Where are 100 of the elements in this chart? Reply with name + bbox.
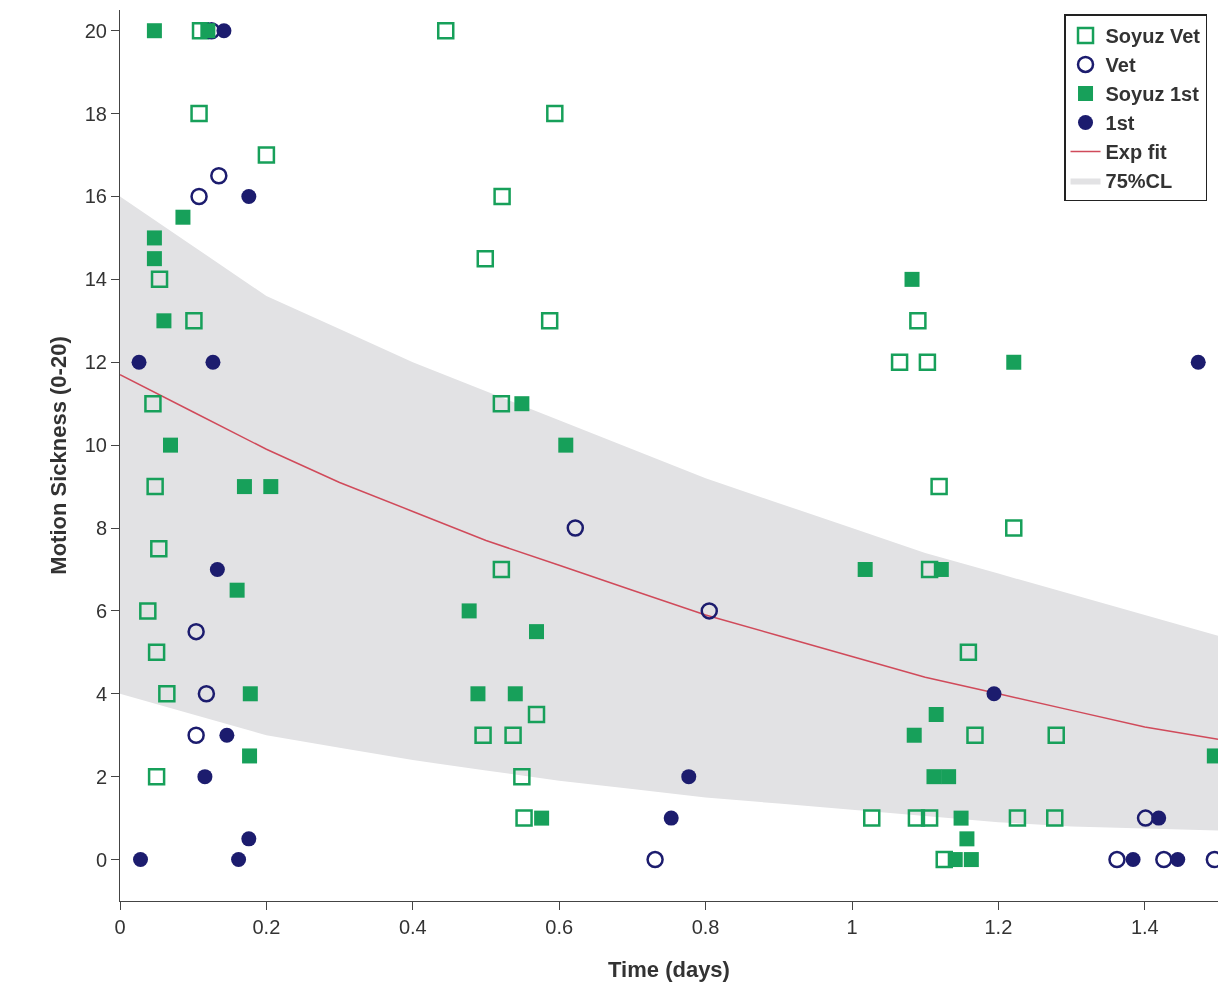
point: [158, 685, 176, 703]
point: [436, 21, 455, 40]
point: [920, 809, 939, 827]
point: [959, 831, 975, 847]
point: [935, 850, 953, 869]
y-tick-label: 8: [95, 517, 107, 540]
point: [863, 809, 881, 827]
point: [546, 104, 564, 123]
point: [229, 582, 245, 598]
point: [139, 602, 157, 620]
point: [1190, 354, 1206, 370]
line-series: [120, 373, 1218, 741]
point: [909, 312, 927, 330]
point: [156, 313, 172, 329]
point: [963, 852, 979, 868]
x-axis-title: Time (days): [608, 957, 730, 982]
point: [1008, 809, 1027, 827]
point: [187, 622, 205, 641]
point: [959, 643, 978, 662]
point: [534, 810, 550, 826]
point: [663, 810, 679, 826]
y-tick-label: 20: [84, 19, 107, 42]
point: [933, 561, 949, 577]
point: [474, 726, 492, 744]
point: [146, 230, 162, 246]
point: [231, 852, 247, 868]
point: [930, 477, 948, 496]
point: [236, 479, 252, 495]
point: [507, 686, 523, 702]
point: [681, 769, 697, 785]
y-tick-label: 12: [84, 351, 107, 374]
point: [200, 23, 216, 39]
point: [150, 270, 169, 289]
point: [857, 561, 873, 577]
point: [646, 850, 664, 869]
x-tick-label: 0: [114, 916, 126, 938]
point: [476, 249, 495, 268]
x-tick-label: 0.8: [691, 916, 720, 938]
point: [190, 187, 208, 206]
point: [133, 852, 148, 868]
point: [163, 437, 179, 453]
point: [700, 602, 719, 620]
point: [205, 354, 221, 370]
point: [918, 353, 937, 372]
point: [263, 479, 279, 495]
point: [185, 312, 203, 330]
y-tick-label: 2: [95, 765, 107, 788]
x-tick-label: 0.6: [545, 916, 574, 938]
point: [947, 852, 963, 868]
legend-label: Soyuz 1st: [1105, 83, 1200, 106]
legend-label: 1st: [1105, 112, 1135, 135]
y-axis-title: Motion Sickness (0-20): [46, 336, 71, 575]
point: [257, 146, 276, 164]
point: [514, 396, 530, 412]
y-tick-label: 16: [84, 185, 107, 208]
point: [1170, 852, 1186, 868]
point: [1006, 354, 1022, 370]
point: [1136, 809, 1155, 827]
x-tick-label: 0.4: [398, 916, 427, 938]
point: [904, 271, 920, 287]
x-tick-label: 1: [846, 916, 858, 938]
point: [146, 251, 162, 267]
point: [926, 769, 942, 785]
point: [906, 727, 922, 743]
point: [492, 560, 511, 579]
point: [216, 23, 232, 39]
y-tick-label: 18: [84, 102, 107, 125]
point: [1005, 519, 1023, 537]
point: [920, 560, 939, 579]
point: [147, 767, 166, 786]
point: [461, 603, 477, 619]
point: [147, 643, 166, 662]
point: [210, 167, 228, 185]
legend-label: Exp fit: [1105, 141, 1167, 164]
x-tick-label: 0.2: [252, 916, 281, 938]
point: [513, 767, 531, 786]
y-tick-label: 10: [84, 434, 107, 457]
annotation: 75%CL: [1105, 170, 1173, 193]
point: [1155, 850, 1173, 869]
x-tick-label: 1.2: [984, 916, 1013, 938]
point: [953, 810, 969, 826]
point: [197, 685, 216, 703]
point: [493, 187, 511, 206]
y-tick-label: 0: [95, 848, 107, 871]
y-tick-label: 14: [84, 268, 107, 291]
point: [540, 312, 559, 330]
point: [504, 726, 522, 744]
point: [1125, 852, 1141, 868]
point: [558, 437, 574, 453]
point: [241, 831, 257, 847]
y-tick-label: 6: [95, 599, 107, 622]
point: [190, 104, 208, 123]
point: [1151, 810, 1167, 826]
point: [890, 353, 909, 372]
point: [242, 686, 258, 702]
legend-label: Vet: [1105, 54, 1136, 77]
x-tick-label: 1.4: [1130, 916, 1159, 938]
point: [527, 705, 546, 724]
point: [1047, 726, 1065, 744]
point: [219, 727, 235, 743]
